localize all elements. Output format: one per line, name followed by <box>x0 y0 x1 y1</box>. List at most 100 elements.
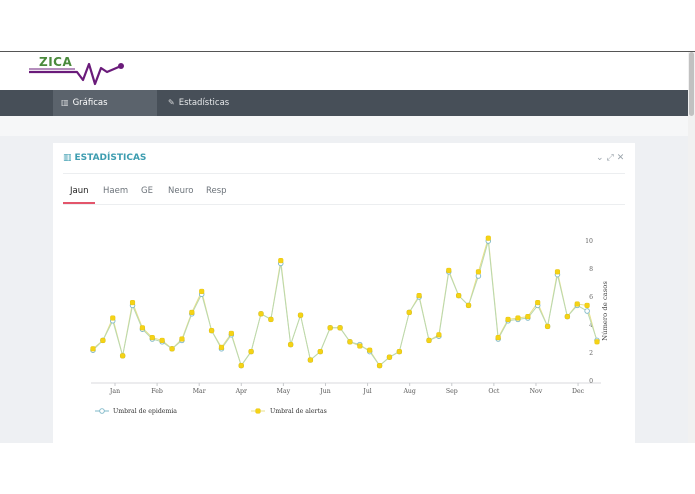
nav-item-graficas[interactable]: ▥Gráficas estadísticas <box>53 90 157 134</box>
point-alertas <box>169 346 175 352</box>
point-alertas <box>475 269 481 275</box>
point-alertas <box>209 328 215 334</box>
legend-alertas-label: Umbral de alertas <box>270 408 327 415</box>
point-alertas <box>189 309 195 315</box>
browser-top-area <box>0 0 695 52</box>
x-tick-label: Feb <box>151 388 163 395</box>
page-scrollbar[interactable] <box>688 52 695 443</box>
point-alertas <box>396 349 402 355</box>
y-axis-label: Número de casos <box>601 281 609 341</box>
point-alertas <box>386 354 393 360</box>
panel-divider <box>63 173 625 174</box>
point-alertas <box>416 293 422 299</box>
point-alertas <box>426 337 432 343</box>
x-tick-label: Jan <box>109 388 120 395</box>
point-alertas <box>574 301 580 307</box>
point-alertas <box>238 363 244 369</box>
point-alertas <box>278 258 284 264</box>
point-alertas <box>129 300 136 306</box>
bottom-area <box>0 443 695 494</box>
cases-line-chart: Jan Feb Mar Apr May Jun Jul Aug Sep Oct Nov Dec 0 2 4 6… <box>90 235 609 415</box>
series-line-epidemia <box>92 240 598 367</box>
point-alertas <box>554 269 561 275</box>
point-alertas <box>179 336 185 342</box>
panel-tools: ⌄ ⤢ ✕ <box>596 153 627 163</box>
x-tick-label: Oct <box>488 388 500 395</box>
statistics-panel <box>53 143 635 443</box>
scrollbar-thumb[interactable] <box>689 52 694 116</box>
x-tick-label: Jul <box>362 388 371 395</box>
point-alertas <box>268 316 274 322</box>
legend-alertas-marker <box>255 408 261 414</box>
point-alertas <box>456 293 462 299</box>
point-alertas <box>149 335 155 341</box>
point-alertas <box>515 315 521 321</box>
tab-jaun[interactable]: Jaun <box>70 186 89 196</box>
point-alertas <box>406 309 412 315</box>
y-tick-label: 8 <box>589 266 593 273</box>
nav-item-label: Estadísticas <box>178 98 230 108</box>
x-tick-label: Apr <box>235 388 247 395</box>
pencil-icon: ✎ <box>168 98 175 107</box>
point-alertas <box>159 337 165 343</box>
x-tick-label: Mar <box>193 388 206 395</box>
point-alertas <box>218 344 225 350</box>
point-alertas <box>357 343 363 349</box>
top-divider <box>0 51 695 52</box>
bar-chart-icon: ▥ <box>63 153 72 163</box>
x-tick-label: Aug <box>402 388 415 395</box>
legend-epidemia-marker <box>99 408 105 414</box>
point-alertas <box>317 349 323 355</box>
y-tick-label: 2 <box>589 350 593 357</box>
x-tick-label: May <box>277 388 291 395</box>
close-icon[interactable]: ✕ <box>616 153 625 163</box>
point-alertas <box>367 347 373 353</box>
zica-logo[interactable] <box>27 52 127 88</box>
point-alertas <box>228 330 234 336</box>
point-alertas <box>297 312 304 318</box>
point-alertas <box>288 342 294 348</box>
y-tick-label: 6 <box>589 294 593 301</box>
point-alertas <box>337 325 343 331</box>
point-alertas <box>100 337 106 343</box>
point-alertas <box>545 323 551 329</box>
tab-ge[interactable]: GE <box>141 186 153 196</box>
point-alertas <box>347 339 353 345</box>
y-tick-label: 0 <box>589 378 593 385</box>
nav-item-estadisticas[interactable]: ✎ Estadísticas <box>160 90 240 116</box>
tabs-divider <box>63 204 625 205</box>
x-tick-label: Jun <box>319 388 330 395</box>
point-alertas <box>139 325 145 331</box>
point-alertas <box>525 314 531 320</box>
tab-haem[interactable]: Haem <box>103 186 129 196</box>
tab-neuro[interactable]: Neuro <box>168 186 194 196</box>
expand-icon[interactable]: ⤢ <box>606 153 614 163</box>
active-tab-indicator <box>63 202 95 204</box>
bar-chart-icon: ▥ <box>61 98 69 107</box>
x-tick-label: Dec <box>572 388 585 395</box>
point-alertas <box>90 346 96 352</box>
point-alertas <box>307 357 313 363</box>
point-alertas <box>199 288 205 294</box>
chevron-down-icon[interactable]: ⌄ <box>596 153 604 163</box>
y-tick-label: 4 <box>589 322 593 329</box>
point-alertas <box>485 235 491 241</box>
point-epidemia <box>584 308 590 314</box>
point-alertas <box>505 316 511 322</box>
logo-text: ZICA <box>39 55 73 69</box>
panel-title: ▥ ESTADÍSTICAS <box>63 153 146 163</box>
point-alertas <box>120 353 126 359</box>
point-alertas <box>248 349 254 355</box>
point-alertas <box>584 302 590 308</box>
y-tick-label: 10 <box>585 238 593 245</box>
point-alertas <box>465 302 472 308</box>
point-alertas <box>110 315 116 321</box>
panel-title-text: ESTADÍSTICAS <box>74 153 147 163</box>
tab-resp[interactable]: Resp <box>206 186 227 196</box>
point-alertas <box>535 300 541 306</box>
site-header <box>0 52 688 90</box>
point-alertas <box>446 267 452 273</box>
point-alertas <box>436 332 442 338</box>
point-alertas <box>327 325 333 331</box>
x-tick-label: Sep <box>446 388 458 395</box>
